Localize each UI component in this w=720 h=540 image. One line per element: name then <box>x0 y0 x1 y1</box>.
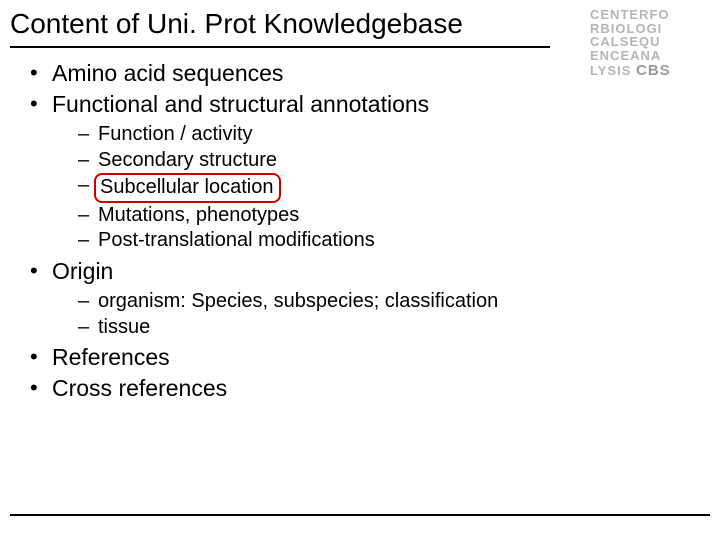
sub-text: Secondary structure <box>98 149 277 171</box>
sub-list: organism: Species, subspecies; classific… <box>78 289 710 340</box>
sub-text: Function / activity <box>98 123 253 145</box>
list-item: Amino acid sequences <box>30 58 710 89</box>
main-list: Amino acid sequences Functional and stru… <box>30 58 710 404</box>
title-divider <box>10 46 550 48</box>
sub-text: tissue <box>98 316 150 338</box>
logo-line: CALSEQU <box>590 35 720 49</box>
bullet-text: Cross references <box>52 375 227 401</box>
sub-text: Subcellular location <box>100 176 273 198</box>
sub-list-item: tissue <box>78 315 710 341</box>
list-item: Origin organism: Species, subspecies; cl… <box>30 256 710 340</box>
highlight-box: Subcellular location <box>94 173 281 203</box>
footer-divider <box>10 514 710 516</box>
sub-text: Post-translational modifications <box>98 229 375 251</box>
sub-list-item: Post-translational modifications <box>78 228 710 254</box>
list-item: References <box>30 342 710 373</box>
sub-list: Function / activity Secondary structure … <box>78 122 710 254</box>
bullet-text: Origin <box>52 258 113 284</box>
sub-list-item: Secondary structure <box>78 148 710 174</box>
bullet-text: Functional and structural annotations <box>52 91 429 117</box>
logo-line: RBIOLOGI <box>590 22 720 36</box>
bullet-text: References <box>52 344 170 370</box>
list-item: Cross references <box>30 373 710 404</box>
list-item: Functional and structural annotations Fu… <box>30 89 710 254</box>
sub-list-item: Mutations, phenotypes <box>78 203 710 229</box>
sub-text: organism: Species, subspecies; classific… <box>98 290 498 312</box>
bullet-text: Amino acid sequences <box>52 60 283 86</box>
sub-list-item: organism: Species, subspecies; classific… <box>78 289 710 315</box>
sub-text: Mutations, phenotypes <box>98 204 299 226</box>
logo-line: CENTERFO <box>590 8 720 22</box>
sub-list-item: Function / activity <box>78 122 710 148</box>
sub-list-item: Subcellular location <box>78 173 710 203</box>
